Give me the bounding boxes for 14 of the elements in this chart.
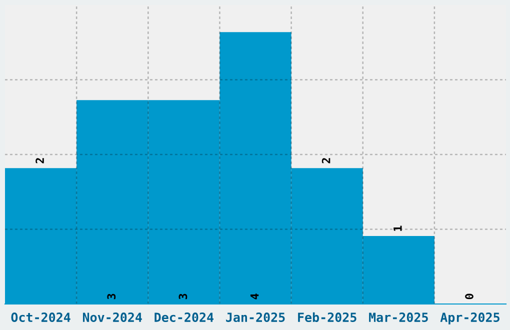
data-label: 3 [178,294,188,300]
data-label: 3 [107,294,116,300]
x-tick-label: Jan-2025 [226,312,285,322]
x-tick-label: Oct-2024 [11,312,70,322]
x-tick-label: Dec-2024 [154,312,214,322]
data-label: 2 [36,158,44,164]
x-tick-label: Mar-2025 [369,312,428,322]
data-label: 4 [250,294,259,300]
x-tick-label: Apr-2025 [440,312,500,324]
data-label: 0 [465,294,474,300]
x-tick-label: Nov-2024 [82,312,142,322]
x-tick-label: Feb-2025 [298,312,356,322]
data-label: 1 [394,226,402,231]
data-label: 2 [322,158,330,164]
